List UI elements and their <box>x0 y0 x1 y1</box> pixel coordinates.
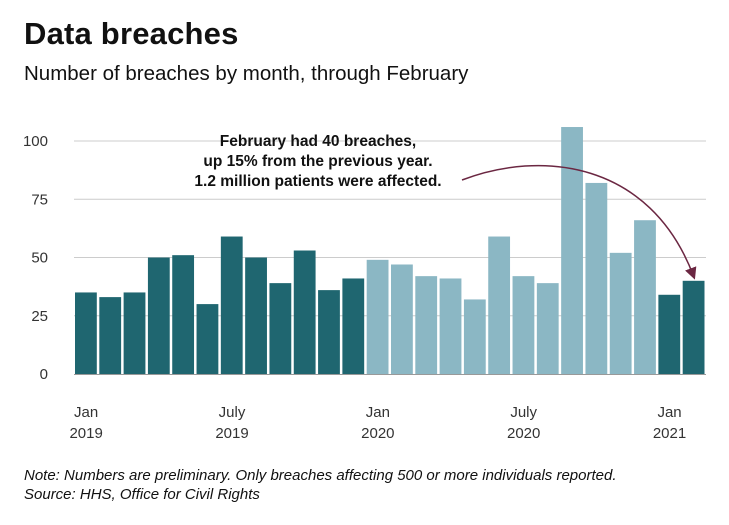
annotation-line: February had 40 breaches, <box>220 133 416 150</box>
bar-mar-2019 <box>123 292 146 374</box>
x-tick-label-month: Jan <box>74 404 98 421</box>
bar-dec-2020 <box>634 220 656 374</box>
y-tick-label: 75 <box>31 191 48 208</box>
x-tick-label-year: 2019 <box>215 425 248 442</box>
bar-jan-2020 <box>366 259 389 374</box>
x-tick-label-year: 2019 <box>69 425 102 442</box>
page-subtitle: Number of breaches by month, through Feb… <box>24 62 469 85</box>
footnote-note: Note: Numbers are preliminary. Only brea… <box>24 467 617 484</box>
bar-jan-2019 <box>75 292 97 374</box>
bars <box>75 127 705 375</box>
x-tick-label-year: 2020 <box>507 425 540 442</box>
footnote: Note: Numbers are preliminary. Only brea… <box>24 466 617 504</box>
bar-chart: 0 25 50 75 100 Jan 2019 July 2019 Jan 2020 July 202… <box>23 127 706 442</box>
bar-jul-2019 <box>220 236 243 374</box>
bar-jul-2020 <box>512 276 535 374</box>
bar-aug-2020 <box>536 283 559 374</box>
bar-mar-2020 <box>415 276 438 374</box>
bar-dec-2019 <box>342 278 365 374</box>
y-axis-tick-labels: 0 25 50 75 100 <box>23 133 48 383</box>
x-axis-tick-labels: Jan 2019 July 2019 Jan 2020 July 2020 Jan 2021 <box>69 404 686 442</box>
bar-nov-2019 <box>318 290 340 374</box>
bar-sep-2019 <box>269 283 292 374</box>
page-title: Data breaches <box>24 16 239 51</box>
annotation-arrow <box>461 164 697 280</box>
y-tick-label: 25 <box>31 308 48 325</box>
x-tick-label-month: Jan <box>657 404 681 421</box>
annotation-text: February had 40 breaches, up 15% from the… <box>194 133 441 190</box>
x-tick-label-month: July <box>219 404 246 421</box>
bar-sep-2020 <box>561 127 583 375</box>
bar-jun-2019 <box>196 304 219 374</box>
bar-nov-2020 <box>609 252 632 374</box>
bar-oct-2020 <box>585 182 608 374</box>
bar-apr-2019 <box>147 257 170 374</box>
bar-oct-2019 <box>293 250 316 374</box>
bar-feb-2021 <box>682 280 705 374</box>
x-tick-label-year: 2020 <box>361 425 394 442</box>
y-tick-label: 50 <box>31 250 48 267</box>
x-tick-label-month: Jan <box>366 404 390 421</box>
annotation-line: 1.2 million patients were affected. <box>194 173 441 190</box>
footnote-source: Source: HHS, Office for Civil Rights <box>24 486 260 503</box>
bar-jun-2020 <box>488 236 511 374</box>
bar-feb-2020 <box>391 264 413 374</box>
bar-jan-2021 <box>658 294 681 374</box>
bar-may-2019 <box>172 255 195 374</box>
bar-feb-2019 <box>99 297 122 374</box>
bar-apr-2020 <box>439 278 462 374</box>
bar-aug-2019 <box>245 257 267 374</box>
x-tick-label-year: 2021 <box>653 425 686 442</box>
x-tick-label-month: July <box>510 404 537 421</box>
annotation-line: up 15% from the previous year. <box>203 153 432 170</box>
y-tick-label: 100 <box>23 133 48 150</box>
y-tick-label: 0 <box>40 366 48 383</box>
bar-may-2020 <box>463 299 486 374</box>
